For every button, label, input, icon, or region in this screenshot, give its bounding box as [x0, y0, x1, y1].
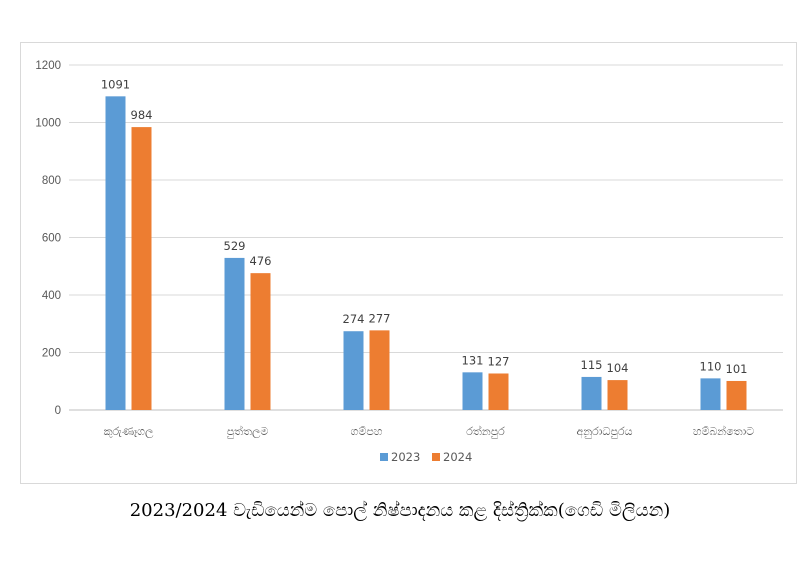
x-category-label: ගම්පහ	[351, 425, 383, 438]
legend-swatch-2023	[380, 453, 388, 461]
y-tick-label: 0	[55, 405, 61, 417]
bar-2024	[250, 273, 271, 410]
data-label: 277	[369, 311, 391, 325]
bars	[105, 96, 747, 411]
x-category-label: හම්බන්තොට	[693, 424, 754, 438]
x-category-label: කුරුණෑගල	[104, 425, 154, 439]
data-label: 476	[250, 254, 272, 268]
bar-2023	[224, 257, 245, 410]
bar-2024	[131, 127, 152, 410]
data-label: 131	[462, 353, 484, 367]
legend-label: 2023	[391, 450, 420, 464]
legend-label: 2024	[443, 450, 472, 464]
figure-caption: 2023/2024 වැඩියෙන්ම පොල් නිෂ්පාදනය කළ දි…	[129, 500, 671, 521]
bar-chart: 0 200 400 600 800 1000 1200 1091 984 529 476 274 27…	[35, 60, 783, 464]
chart-area: 0 200 400 600 800 1000 1200 1091 984 529 476 274 27…	[20, 42, 797, 484]
bar-2023	[343, 331, 364, 410]
y-tick-label: 400	[42, 290, 61, 302]
y-tick-label: 200	[42, 348, 61, 360]
legend-swatch-2024	[432, 453, 440, 461]
data-label: 529	[224, 239, 246, 253]
y-tick-label: 1200	[35, 60, 61, 72]
data-label: 101	[726, 362, 748, 376]
data-label: 110	[700, 359, 722, 373]
bar-2024	[488, 373, 509, 410]
bar-2023	[462, 372, 483, 410]
bar-2024	[607, 380, 628, 410]
data-label: 115	[581, 358, 603, 372]
y-tick-label: 600	[42, 233, 61, 245]
x-category-label: පුත්තලම	[227, 424, 269, 439]
data-label: 274	[343, 312, 365, 326]
legend: 2023 2024	[380, 450, 472, 464]
bar-2024	[369, 330, 390, 410]
y-tick-label: 800	[42, 175, 61, 187]
bar-2023	[581, 376, 602, 410]
data-label: 1091	[101, 77, 130, 91]
x-category-label: අනුරාධපුරය	[576, 425, 632, 439]
x-category-label: රත්නපුර	[466, 424, 505, 439]
data-label: 127	[488, 354, 510, 368]
y-tick-label: 1000	[35, 118, 61, 130]
x-axis-categories: කුරුණෑගල පුත්තලම ගම්පහ රත්නපුර අනුරාධපුරය හම්…	[104, 424, 755, 439]
data-labels: 1091 984 529 476 274 277 131 127 115 104 110 101	[101, 77, 748, 376]
bar-2023	[105, 96, 126, 411]
data-label: 984	[131, 108, 153, 122]
gridlines	[69, 64, 783, 411]
data-label: 104	[607, 361, 629, 375]
y-axis-ticks: 0 200 400 600 800 1000 1200	[35, 60, 61, 417]
bar-2023	[700, 378, 721, 410]
bar-2024	[726, 380, 747, 410]
